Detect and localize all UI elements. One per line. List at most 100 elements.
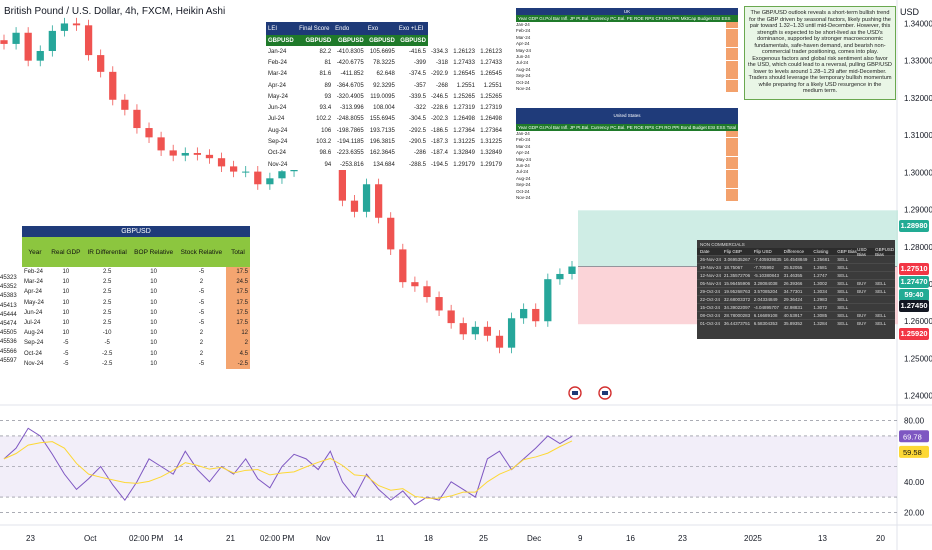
noncommercial-col: Flip USD — [753, 249, 772, 254]
table-cell: -4.04895707 — [753, 305, 779, 310]
seasonal-total-cell — [726, 175, 738, 182]
candle-body — [97, 55, 105, 72]
table-row: Jul-24 10 2.5 10 -5 17.5 — [22, 317, 250, 329]
seasonal-month: Jan-24 — [516, 22, 530, 27]
table-cell: May-24 — [24, 299, 45, 306]
table-cell: Aug-24 — [24, 330, 44, 337]
rsi-band — [0, 435, 897, 498]
table-cell: 105.6695 — [369, 48, 395, 55]
table-cell: -5 — [104, 340, 110, 347]
table-row: Oct-24 98.6 -223.6355 162.3645 -286 -187.4 1.3… — [266, 148, 504, 159]
gbpusd-score-caption: GBPUSD — [22, 226, 250, 237]
lei-table: LEI Final Score Endo Exo Exo +LEI GBPUSD… — [266, 22, 504, 171]
table-cell: Jun-24 — [24, 309, 43, 316]
table-cell: 134.684 — [373, 161, 395, 168]
table-cell: -253.816 — [340, 161, 364, 168]
table-cell: 10 — [62, 320, 70, 327]
table-cell: 93.4 — [319, 105, 332, 112]
candle-body — [375, 184, 383, 218]
table-cell: 05-Nov-24 — [700, 281, 722, 286]
table-cell: 29-Oct-24 — [700, 289, 721, 294]
score-col-stock: Stock Relative — [176, 237, 226, 267]
lei-header: Final Score — [297, 22, 334, 35]
time-tick-label: 23 — [678, 534, 687, 543]
table-cell: -2.5 — [226, 358, 250, 369]
candle-body — [242, 171, 250, 173]
candle-body — [109, 71, 117, 100]
candle-body — [556, 273, 564, 280]
candle-body — [229, 166, 238, 172]
table-cell: 10 — [62, 299, 70, 306]
table-cell: 4.5 — [226, 348, 250, 359]
table-cell: -246.5 — [431, 93, 449, 100]
table-cell: -5 — [198, 320, 205, 327]
candle-body — [483, 326, 492, 336]
table-cell: 1.27364 — [480, 127, 502, 134]
time-tick-label: 9 — [578, 534, 583, 543]
table-cell: -198.7865 — [336, 127, 364, 134]
seasonal-us-caption: United States — [516, 108, 738, 124]
table-cell: Mar-24 — [268, 71, 288, 78]
table-cell: -202.3 — [431, 116, 449, 123]
row-id: 45323 — [0, 275, 17, 281]
table-cell: 1.25265 — [453, 93, 475, 100]
candle-body — [145, 128, 153, 138]
currency-label[interactable]: USD — [900, 7, 920, 17]
table-cell: 196.3815 — [369, 139, 395, 146]
seasonal-total-cell — [726, 169, 738, 176]
table-cell: 2.5 — [102, 289, 112, 296]
seasonal-total-cell — [726, 137, 738, 144]
table-cell: 98.6 — [319, 150, 332, 157]
table-cell: 6.16689108 — [753, 313, 778, 318]
candle-body — [217, 158, 226, 167]
table-row: Apr-24 89 -364.6705 92.3295 -357 -268 1.2551 1.… — [266, 80, 504, 91]
table-cell: -5 — [198, 299, 205, 306]
table-cell: May-24 — [268, 93, 289, 100]
table-cell: 10 — [150, 279, 157, 286]
table-cell: -416.5 — [408, 48, 426, 55]
candle-body — [544, 279, 552, 322]
table-cell: 81.6 — [319, 71, 332, 78]
price-tag: 59:40 — [899, 289, 929, 301]
table-cell: -194.1185 — [337, 139, 364, 146]
table-cell: 42.98831 — [783, 305, 803, 310]
table-row: Jul-24 102.2 -248.8055 155.6945 -304.5 -202.3… — [266, 114, 504, 125]
seasonal-row: Feb-24 — [516, 28, 738, 35]
table-cell: Oct-24 — [268, 150, 287, 157]
table-cell: -194.5 — [431, 161, 449, 168]
table-cell: Nov-24 — [24, 360, 44, 367]
rsi-tick-label: 40.00 — [904, 478, 925, 487]
seasonal-row: Sep-24 — [516, 182, 738, 189]
table-cell: 2.5 — [102, 269, 112, 276]
table-cell: 10 — [150, 350, 157, 357]
table-cell: Jul-24 — [24, 320, 41, 327]
noncommercial-col: USD Bias — [857, 246, 867, 257]
time-tick-label: 23 — [26, 534, 35, 543]
table-cell: 2 — [199, 350, 204, 357]
table-cell: 17.5 — [226, 307, 250, 318]
table-cell: -248.8055 — [336, 116, 364, 123]
table-cell: -7.405939835 — [753, 257, 782, 262]
table-cell: 89 — [324, 82, 332, 89]
row-id: 45536 — [0, 339, 17, 346]
table-cell: 10 — [150, 299, 157, 306]
table-cell: SELL — [837, 313, 849, 318]
table-cell: 34.77301 — [783, 289, 803, 294]
seasonal-total-cell — [726, 22, 738, 29]
table-row: Nov-24 -5 -2.5 10 -5 -2.5 — [22, 358, 250, 369]
time-tick-label: 11 — [376, 534, 385, 543]
table-cell: 162.3645 — [369, 150, 395, 157]
seasonal-row: Sep-24 — [516, 73, 738, 80]
seasonal-total-cell — [726, 79, 738, 86]
price-tick-label: 1.34000 — [904, 19, 932, 28]
candle-body — [193, 152, 201, 155]
candle-body — [411, 282, 419, 287]
table-cell: 22-Oct-24 — [700, 297, 721, 302]
noncommercial-col: Closing — [813, 249, 829, 254]
row-id: 45566 — [0, 348, 17, 355]
time-tick-label: 18 — [424, 534, 433, 543]
price-tick-label: 1.28000 — [904, 243, 932, 252]
rsi-value-label: 59.58 — [903, 448, 922, 457]
price-list: 45323 45352 45383 45413 45444 45474 45505 45536… — [0, 274, 17, 366]
candle-body — [568, 266, 576, 274]
